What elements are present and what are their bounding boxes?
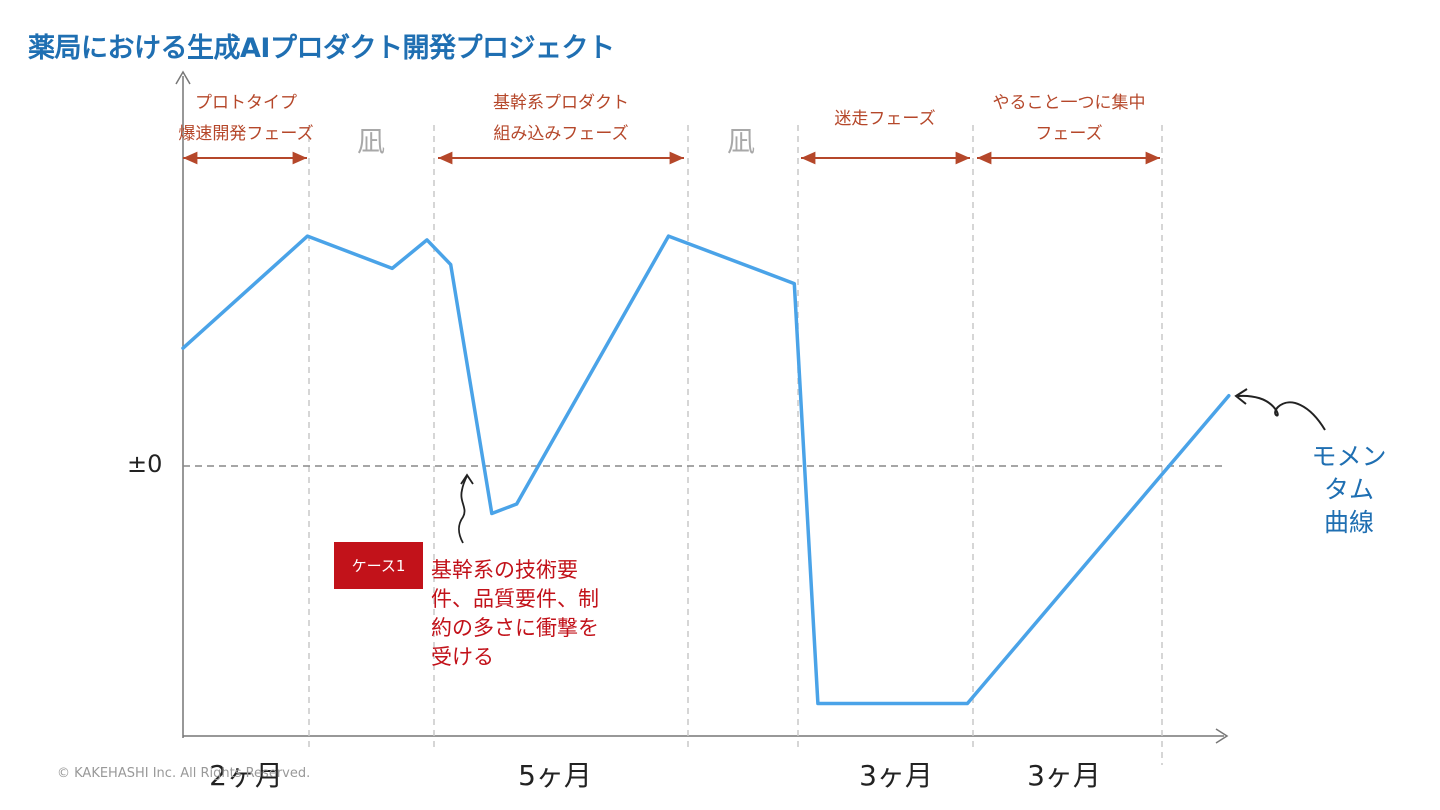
copyright: © KAKEHASHI Inc. All Rights Reserved. — [57, 766, 311, 781]
x-axis-arrowhead — [1215, 728, 1229, 744]
momentum-pointer-arrowhead — [1234, 388, 1248, 405]
duration-label: 2ヶ月 — [209, 759, 283, 792]
momentum-series-line — [181, 234, 1231, 706]
duration-label: 5ヶ月 — [518, 759, 592, 792]
nagi-label: 凪 — [356, 125, 386, 158]
case-note: 基幹系の技術要件、品質要件、制約の多さに衝撃を受ける — [431, 558, 599, 669]
zero-label: ±0 — [127, 450, 163, 478]
duration-label: 3ヶ月 — [1027, 759, 1101, 792]
nagi-label: 凪 — [726, 125, 756, 158]
phase-label-wandering: 迷走フェーズ — [834, 109, 936, 129]
phase-label-integration: 基幹系プロダクト 組み込みフェーズ — [493, 93, 629, 144]
case-pointer-arrow — [457, 475, 468, 544]
page-title: 薬局における生成AIプロダクト開発プロジェクト — [28, 33, 615, 64]
case-badge: ケース1 — [334, 542, 423, 589]
phase-label-prototype: プロトタイプ 爆速開発フェーズ — [178, 93, 314, 144]
momentum-pointer-arrow — [1237, 394, 1326, 431]
momentum-label: モメンタム 曲線 — [1311, 442, 1387, 537]
phase-dividers — [308, 125, 1163, 765]
case-pointer-arrowhead — [460, 473, 474, 485]
phase-label-focus: やること一つに集中 フェーズ — [992, 93, 1146, 144]
y-axis-arrowhead — [175, 70, 191, 85]
duration-label: 3ヶ月 — [859, 759, 933, 792]
